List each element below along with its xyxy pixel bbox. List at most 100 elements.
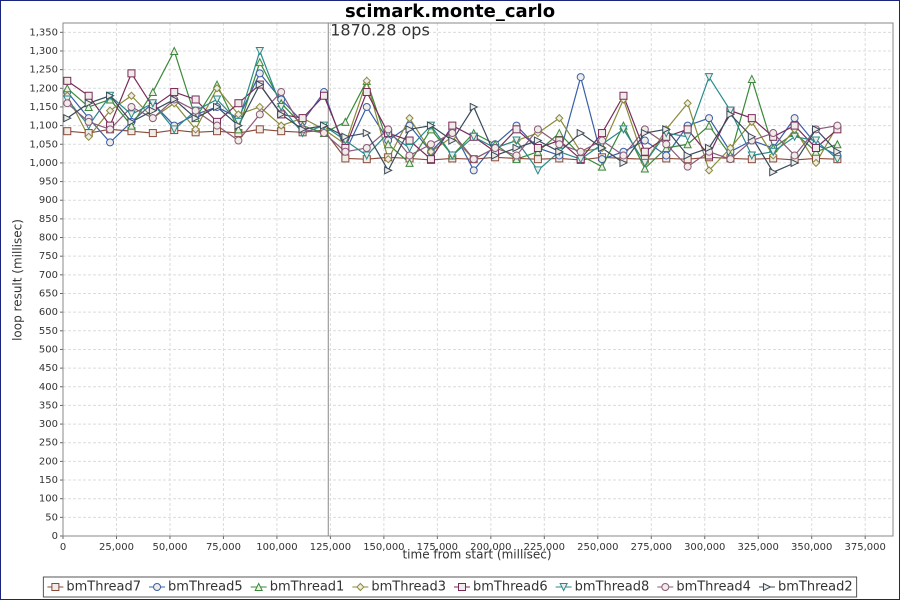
y-tick-label: 800 bbox=[39, 233, 58, 244]
point bbox=[533, 143, 542, 152]
y-tick-label: 150 bbox=[39, 475, 58, 486]
point bbox=[790, 158, 800, 168]
point bbox=[747, 74, 757, 83]
point bbox=[362, 76, 371, 86]
point bbox=[533, 136, 543, 145]
point bbox=[491, 151, 500, 160]
legend-item: bmThread2 bbox=[758, 580, 853, 595]
x-tick-label: 175,000 bbox=[417, 542, 458, 553]
point bbox=[148, 99, 158, 108]
legend: bmThread7 bmThread5 bmThread1 bmThread3 bmTh… bbox=[42, 576, 858, 598]
point bbox=[148, 114, 157, 123]
legend-marker bbox=[153, 583, 162, 591]
y-tick-label: 550 bbox=[39, 326, 58, 337]
point bbox=[191, 113, 201, 123]
point bbox=[341, 132, 350, 142]
point bbox=[84, 102, 93, 111]
x-tick-label: 350,000 bbox=[791, 542, 832, 553]
point bbox=[469, 155, 478, 164]
point bbox=[640, 136, 649, 145]
point bbox=[790, 121, 799, 130]
point bbox=[405, 158, 414, 167]
point bbox=[469, 132, 479, 142]
point bbox=[255, 80, 265, 89]
point bbox=[384, 166, 393, 175]
point bbox=[234, 117, 243, 127]
point bbox=[619, 125, 628, 134]
legend-box bbox=[42, 576, 858, 598]
point bbox=[512, 151, 521, 160]
y-tick-label: 100 bbox=[39, 494, 58, 505]
point bbox=[127, 117, 137, 127]
point bbox=[127, 102, 136, 111]
y-tick-label: 200 bbox=[39, 456, 58, 467]
x-tick-label: 150,000 bbox=[363, 542, 404, 553]
point bbox=[811, 143, 820, 152]
legend-marker bbox=[254, 582, 263, 591]
point bbox=[726, 143, 735, 153]
point bbox=[768, 147, 778, 157]
point bbox=[662, 140, 671, 149]
point bbox=[276, 102, 286, 112]
point bbox=[598, 136, 607, 145]
point bbox=[277, 110, 286, 119]
point bbox=[63, 99, 72, 108]
y-tick-label: 500 bbox=[39, 344, 58, 355]
point bbox=[598, 155, 607, 164]
point bbox=[769, 167, 778, 177]
point bbox=[106, 138, 115, 147]
point bbox=[191, 95, 200, 104]
point bbox=[662, 151, 671, 160]
legend-item: bmThread6 bbox=[454, 580, 548, 595]
point bbox=[255, 125, 264, 134]
y-tick-label: 50 bbox=[45, 512, 58, 523]
y-tick-label: 1,000 bbox=[29, 158, 58, 169]
point bbox=[148, 129, 157, 138]
point bbox=[106, 91, 115, 101]
legend-label: bmThread1 bbox=[270, 580, 345, 595]
legend-label: bmThread7 bbox=[66, 580, 141, 595]
point bbox=[405, 151, 414, 160]
x-tick-label: 300,000 bbox=[684, 542, 725, 553]
point bbox=[662, 125, 671, 134]
legend-marker bbox=[559, 583, 568, 592]
point bbox=[277, 88, 286, 97]
x-tick-label: 25,000 bbox=[99, 542, 134, 553]
x-tick-label: 375,000 bbox=[845, 542, 886, 553]
legend-item: bmThread5 bbox=[149, 580, 243, 595]
y-tick-label: 1,100 bbox=[29, 121, 58, 132]
point bbox=[426, 140, 435, 149]
point bbox=[63, 113, 72, 123]
point bbox=[726, 106, 735, 116]
x-tick-label: 325,000 bbox=[738, 542, 779, 553]
point bbox=[191, 106, 200, 115]
point bbox=[148, 87, 158, 97]
point bbox=[448, 136, 457, 145]
y-tick-label: 950 bbox=[39, 177, 58, 188]
point bbox=[234, 124, 243, 134]
point bbox=[555, 140, 564, 149]
point bbox=[726, 110, 736, 119]
legend-item: bmThread4 bbox=[657, 580, 751, 595]
y-tick-label: 900 bbox=[39, 195, 58, 206]
legend-label: bmThread2 bbox=[778, 580, 853, 595]
point bbox=[790, 132, 799, 142]
x-tick-label: 275,000 bbox=[631, 542, 672, 553]
point bbox=[448, 121, 457, 130]
point bbox=[63, 76, 72, 85]
point bbox=[533, 166, 543, 175]
point bbox=[234, 121, 244, 130]
legend-label: bmThread4 bbox=[676, 580, 751, 595]
chart-title: scimark.monte_carlo bbox=[345, 1, 555, 22]
point bbox=[341, 117, 350, 126]
point bbox=[105, 106, 115, 115]
point bbox=[619, 151, 628, 160]
point bbox=[640, 163, 650, 173]
point bbox=[84, 132, 93, 141]
point bbox=[747, 114, 756, 123]
point bbox=[212, 84, 222, 93]
point bbox=[127, 69, 136, 78]
y-tick-label: 0 bbox=[52, 531, 58, 542]
y-tick-label: 1,350 bbox=[29, 27, 58, 38]
point bbox=[341, 154, 350, 163]
